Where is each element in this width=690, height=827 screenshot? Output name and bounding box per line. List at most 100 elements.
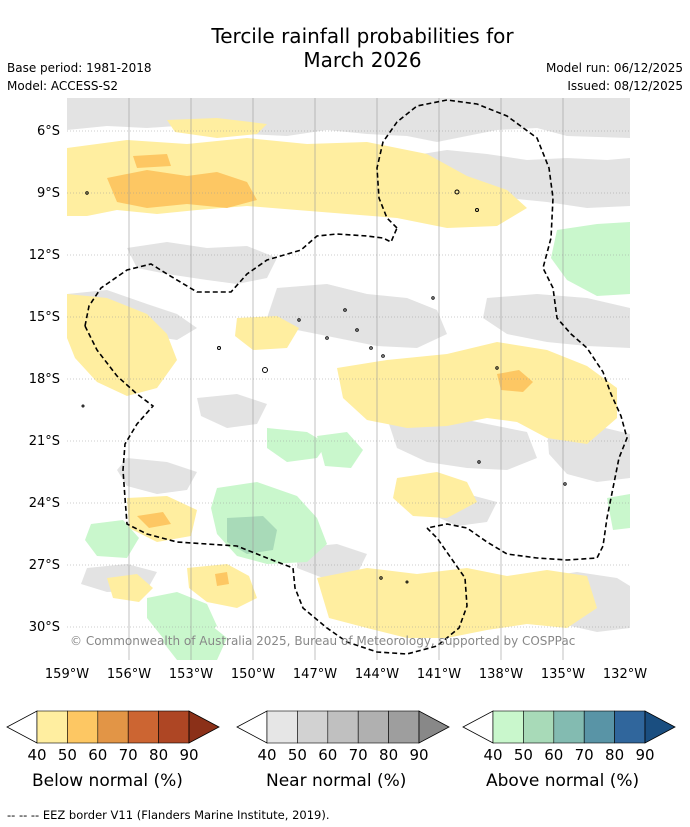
colorbar-below-tick-70: 70 [118,746,138,764]
colorbar-above [462,710,676,744]
model-run: Model run: 06/12/2025 [545,61,683,75]
below-normal-north-band [67,138,527,228]
colorbar-above-segment-1 [523,710,555,744]
colorbar-above-title: Above normal (%) [486,771,640,791]
island-13 [477,460,481,464]
below-normal-central-small [235,316,299,350]
colorbar-below-segment-1 [67,710,99,744]
lat-label-21s: 21°S [28,434,60,449]
colorbar-above-segment-4 [614,710,646,744]
colorbar-below-high-arrow [188,710,220,744]
colorbar-above-low-arrow [462,710,494,744]
above-normal-50-center [227,516,277,554]
above-normal-mid [267,428,327,462]
colorbar-above-tick-80: 80 [605,746,625,764]
colorbar-near-tick-50: 50 [287,746,307,764]
near-normal-central-band [267,284,447,348]
near-normal-west-south [117,458,197,494]
colorbars [6,710,676,744]
map-title: Tercile rainfall probabilities for March… [0,24,690,72]
title-line-2: March 2026 [303,48,422,72]
near-normal-north [67,98,630,142]
above-normal-west-small [85,520,139,558]
colorbar-above-tick-60: 60 [544,746,564,764]
map-canvas [67,98,630,660]
copyright-notice: © Commonwealth of Australia 2025, Bureau… [70,634,576,648]
island-9 [325,336,329,340]
colorbar-below [6,710,220,744]
island-16 [81,404,85,408]
island-14 [563,482,567,486]
islands [81,189,567,584]
colorbar-below-tick-90: 90 [179,746,199,764]
lon-label-135w: 135°W [540,667,586,682]
eez-cook-islands [84,227,398,327]
colorbar-above-tick-40: 40 [483,746,503,764]
colorbar-near-segment-1 [297,710,329,744]
meta-right: Model run: 06/12/2025 Issued: 08/12/2025 [546,59,683,95]
colorbar-below-low-arrow [6,710,38,744]
colorbar-near [236,710,450,744]
below-normal-50-north [107,170,257,208]
lat-label-15s: 15°S [28,310,60,325]
lon-label-141w: 141°W [416,667,462,682]
colorbar-near-segment-4 [388,710,420,744]
colorbar-above-high-arrow [644,710,676,744]
probability-map [67,98,630,660]
lat-label-12s: 12°S [28,248,60,263]
eez-borders [84,99,628,655]
above-normal-southeast [607,494,630,530]
island-15 [495,366,499,370]
colorbar-above-tick-90: 90 [635,746,655,764]
colorbar-below-segment-4 [158,710,190,744]
lat-label-30s: 30°S [28,620,60,635]
colorbar-near-segment-3 [357,710,389,744]
lat-gridlines [67,130,630,628]
near-normal-band-west [127,242,277,284]
title-line-1: Tercile rainfall probabilities for [211,24,514,48]
lon-label-156w: 156°W [106,667,152,682]
colorbar-above-segment-3 [583,710,615,744]
colorbar-above-segment-0 [492,710,524,744]
island-3 [217,346,221,350]
below-normal-low-left [107,574,153,602]
above-normal-50-60 [227,516,277,554]
colorbar-above-segment-2 [553,710,585,744]
near-normal-center-west [197,394,267,428]
lat-label-27s: 27°S [28,558,60,573]
colorbar-near-segment-0 [266,710,298,744]
colorbar-below-segment-2 [97,710,129,744]
below-normal-east-band [337,342,617,444]
below-normal-regions [67,118,617,638]
colorbar-below-tick-80: 80 [149,746,169,764]
lon-label-153w: 153°W [168,667,214,682]
eez-cook-islands-west [84,325,468,655]
colorbar-below-tick-50: 50 [57,746,77,764]
below-normal-south-central [187,564,257,608]
colorbar-below-tick-40: 40 [27,746,47,764]
lon-label-147w: 147°W [292,667,338,682]
island-1 [85,191,89,195]
colorbar-below-title: Below normal (%) [32,771,183,791]
eez-footnote: -- -- -- EEZ border V11 (Flanders Marine… [7,808,330,822]
island-17 [379,576,383,580]
island-7 [355,328,359,332]
eez-french-polynesia [376,99,628,561]
lat-label-6s: 6°S [36,124,60,139]
island-12 [431,296,435,300]
colorbar-above-tick-70: 70 [574,746,594,764]
colorbar-near-tick-80: 80 [379,746,399,764]
colorbar-near-tick-90: 90 [409,746,429,764]
colorbar-near-segment-2 [327,710,359,744]
below-normal-50-east [497,370,533,392]
below-normal-50-small [215,572,229,586]
below-normal-50-60 [107,154,533,586]
island-6 [343,308,347,312]
lon-label-150w: 150°W [230,667,276,682]
below-normal-50-south [137,512,171,528]
lon-gridlines [128,98,564,660]
below-normal-northern-strip [167,118,267,138]
colorbar-near-tick-40: 40 [257,746,277,764]
lon-label-159w: 159°W [44,667,90,682]
island-2 [262,367,268,373]
